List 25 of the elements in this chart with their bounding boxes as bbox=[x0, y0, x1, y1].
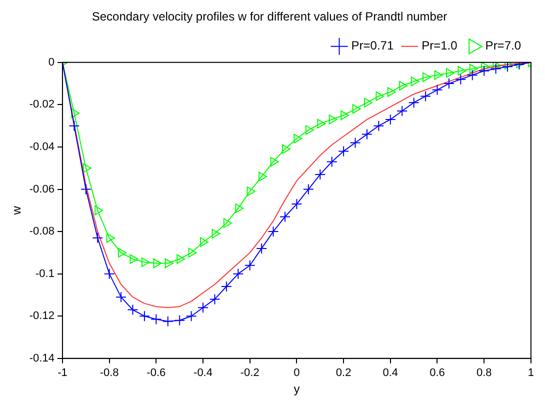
y-tick-label: -0.1 bbox=[36, 268, 54, 280]
legend-label: Pr=7.0 bbox=[485, 38, 522, 53]
x-tick-label: 0 bbox=[294, 367, 300, 380]
y-tick-label: -0.02 bbox=[29, 98, 54, 111]
x-tick-label: -0.2 bbox=[240, 367, 260, 380]
y-tick-label: -0.08 bbox=[29, 226, 54, 238]
y-tick-label: -0.04 bbox=[29, 141, 54, 154]
y-tick-label: -0.14 bbox=[29, 352, 54, 364]
x-tick-label: -0.6 bbox=[146, 367, 166, 380]
y-axis-title: w bbox=[10, 206, 24, 216]
x-tick-label: -1 bbox=[58, 367, 68, 380]
x-tick-label: 0.4 bbox=[382, 367, 398, 380]
y-tick-label: -0.12 bbox=[29, 310, 54, 322]
x-tick-label: 0.2 bbox=[336, 367, 352, 380]
legend-label: Pr=0.71 bbox=[351, 38, 394, 53]
x-tick-label: 0.6 bbox=[430, 367, 445, 380]
x-tick-label: 1 bbox=[528, 367, 534, 380]
chart-title: Secondary velocity profiles w for different values of Prandtl number bbox=[92, 10, 448, 24]
x-tick-label: -0.8 bbox=[100, 367, 119, 380]
x-axis-title: y bbox=[294, 382, 300, 396]
x-tick-label: 0.8 bbox=[476, 367, 492, 380]
y-tick-label: 0 bbox=[48, 56, 54, 68]
legend-label: Pr=1.0 bbox=[422, 38, 458, 53]
x-tick-label: -0.4 bbox=[194, 367, 212, 380]
y-tick-label: -0.06 bbox=[29, 183, 54, 196]
